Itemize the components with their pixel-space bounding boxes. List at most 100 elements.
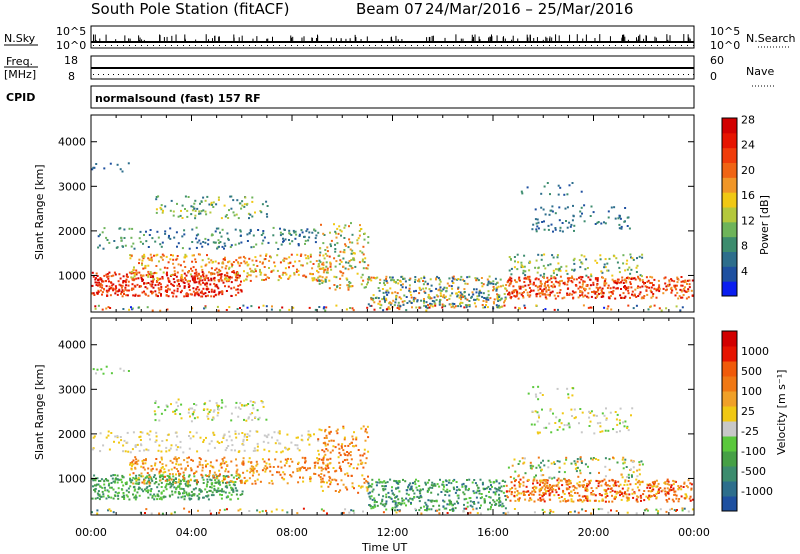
power-echo (125, 294, 128, 297)
velocity-echo (219, 464, 222, 467)
power-echo (224, 215, 227, 218)
velocity-echo (169, 459, 172, 462)
velocity-echo (228, 435, 231, 438)
velocity-echo (171, 493, 174, 496)
power-echo (249, 279, 252, 282)
power-echo (210, 288, 213, 291)
power-echo (560, 265, 563, 268)
velocity-echo (633, 492, 636, 495)
power-echo (160, 293, 162, 296)
velocity-echo (338, 491, 340, 493)
power-echo (172, 214, 175, 217)
power-echo (580, 261, 583, 264)
velocity-echo (260, 400, 263, 402)
velocity-echo (546, 479, 549, 482)
velocity-echo (338, 447, 341, 450)
velocity-echo (175, 448, 178, 451)
power-echo (195, 226, 198, 229)
power-echo (552, 230, 554, 233)
velocity-echo (127, 370, 130, 372)
nsky-spike (311, 37, 313, 42)
power-echo (144, 292, 147, 295)
power-echo (176, 245, 178, 248)
velocity-echo (450, 482, 453, 485)
power-echo (620, 225, 623, 228)
power-echo (198, 280, 201, 283)
power-echo (235, 278, 238, 281)
power-echo (539, 281, 542, 284)
power-echo (298, 260, 301, 263)
power-echo (222, 262, 225, 265)
power-echo (465, 306, 468, 309)
power-echo (214, 260, 217, 263)
velocity-echo (175, 460, 178, 463)
velocity-echo (382, 488, 385, 490)
velocity-echo (102, 495, 105, 498)
velocity-echo (241, 432, 244, 434)
power-echo (546, 276, 549, 279)
velocity-echo (159, 479, 162, 482)
velocity-echo (243, 449, 246, 452)
velocity-echo (216, 414, 219, 417)
velocity-echo (618, 485, 620, 488)
velocity-echo (241, 493, 244, 496)
power-echo (288, 239, 290, 241)
velocity-echo (187, 494, 190, 497)
power-echo (204, 241, 207, 244)
velocity-echo (604, 490, 607, 493)
velocity-echo (517, 499, 520, 502)
velocity-echo (391, 506, 394, 509)
power-echo (340, 260, 343, 263)
nsky-spike (395, 35, 397, 42)
velocity-echo (638, 483, 641, 486)
power-echo (551, 254, 554, 257)
power-echo (468, 293, 470, 296)
velocity-echo (254, 416, 257, 419)
nsearch-dot (285, 45, 286, 46)
power-echo (148, 234, 151, 236)
nave-dot (608, 74, 609, 75)
velocity-echo (328, 432, 331, 435)
velocity-echo (533, 500, 536, 503)
nsky-spike (366, 36, 368, 42)
velocity-echo (524, 498, 527, 501)
power-echo (190, 213, 193, 216)
y-tick-label: 2000 (58, 225, 86, 238)
velocity-echo (625, 493, 628, 496)
power-echo (637, 275, 639, 278)
power-echo (141, 263, 143, 266)
velocity-echo (327, 458, 330, 461)
power-echo (457, 291, 460, 293)
power-echo (125, 284, 128, 287)
velocity-echo (182, 475, 184, 478)
velocity-echo (139, 431, 142, 434)
power-echo (571, 276, 574, 279)
velocity-echo (561, 484, 564, 487)
colorbar-segment (722, 177, 737, 193)
power-echo (208, 203, 211, 206)
velocity-echo (363, 481, 366, 484)
nsearch-dot (537, 45, 538, 46)
velocity-echo (415, 509, 417, 512)
velocity-echo (500, 490, 503, 493)
velocity-echo (628, 497, 630, 500)
power-echo (611, 278, 614, 281)
power-echo (623, 285, 626, 287)
power-echo (213, 291, 216, 293)
power-echo (548, 213, 551, 216)
power-echo (351, 249, 354, 252)
power-echo (381, 288, 384, 290)
power-echo (596, 283, 599, 286)
velocity-echo (326, 481, 328, 484)
power-echo (339, 277, 342, 280)
velocity-echo (212, 494, 215, 497)
power-echo (210, 201, 213, 204)
velocity-echo (608, 500, 610, 503)
power-echo (266, 205, 269, 207)
power-echo (339, 250, 342, 253)
power-echo (161, 276, 164, 278)
velocity-echo (100, 478, 103, 481)
velocity-echo (257, 418, 260, 421)
power-echo (420, 299, 423, 302)
nsearch-dot (567, 45, 568, 46)
